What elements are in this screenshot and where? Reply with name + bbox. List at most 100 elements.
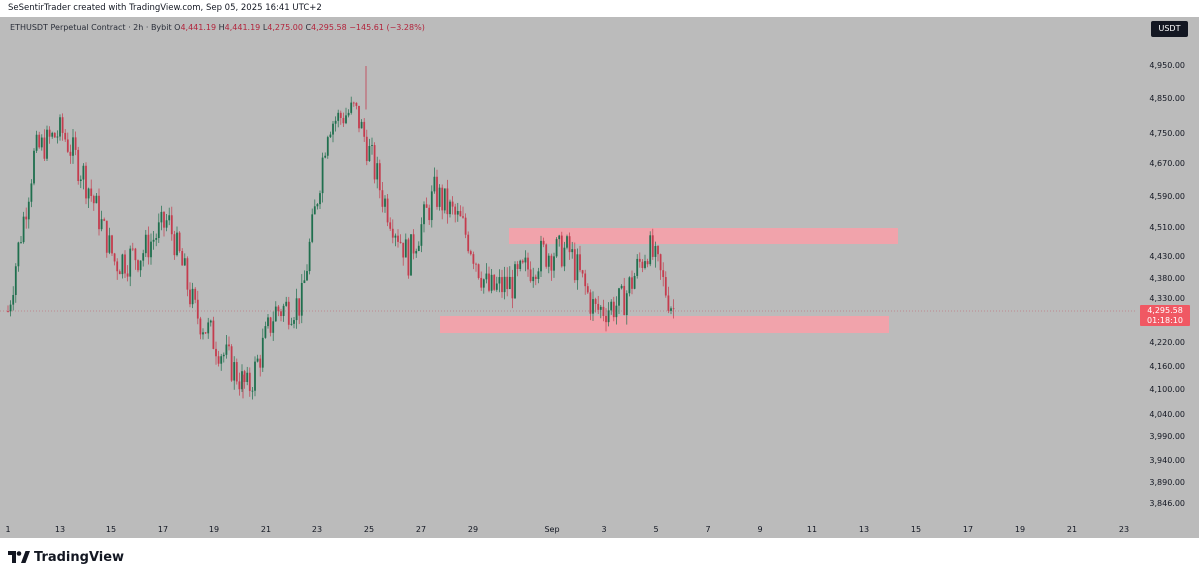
candle-body <box>295 298 298 321</box>
candle-body <box>404 239 407 258</box>
candle-body <box>462 216 464 218</box>
currency-button[interactable]: USDT <box>1151 21 1188 37</box>
candle-body <box>620 285 623 289</box>
candle-body <box>108 235 111 253</box>
candle-body <box>436 176 438 207</box>
candle-body <box>397 235 399 242</box>
candle-body <box>61 117 64 133</box>
candle-body <box>152 239 155 242</box>
candle-body <box>173 234 176 256</box>
candle-body <box>365 136 368 162</box>
candle-body <box>667 295 670 311</box>
candle-body <box>423 204 425 225</box>
candle-body <box>25 216 28 220</box>
resistance-zone[interactable] <box>509 228 898 244</box>
candle-body <box>176 232 178 256</box>
candle-body <box>368 145 371 162</box>
high-label: H <box>218 23 225 32</box>
close-label: C <box>305 23 312 32</box>
candle-body <box>290 323 293 325</box>
candle-body <box>384 198 386 207</box>
symbol-legend[interactable]: ETHUSDT Perpetual Contract · 2h · Bybit … <box>10 23 425 32</box>
candle-body <box>17 242 20 267</box>
candle-body <box>215 348 217 357</box>
candle-body <box>529 269 532 282</box>
open-value: 4,441.19 <box>180 23 217 32</box>
time-tick-label: 21 <box>1066 525 1078 534</box>
candle-body <box>111 235 113 254</box>
candle-body <box>66 139 69 152</box>
candle-body <box>79 179 82 181</box>
candle-body <box>550 255 553 271</box>
candle-body <box>540 240 542 272</box>
candle-body <box>477 264 480 278</box>
candle-body <box>631 277 633 289</box>
candle-body <box>334 120 337 124</box>
candle-body <box>311 214 314 242</box>
candle-body <box>137 260 139 271</box>
candle-body <box>46 129 48 159</box>
candle-body <box>482 279 485 288</box>
candle-body <box>597 303 600 310</box>
candle-body <box>615 305 618 318</box>
candle-body <box>98 195 100 230</box>
candle-body <box>472 254 475 264</box>
candlestick-chart[interactable] <box>0 17 1199 538</box>
candle-body <box>594 299 597 304</box>
chart-plot-area[interactable] <box>0 17 1199 538</box>
candle-body <box>446 188 449 215</box>
candle-body <box>516 264 519 269</box>
candle-body <box>607 310 610 323</box>
candle-body <box>308 241 311 272</box>
time-tick-label: 9 <box>757 525 763 534</box>
candle-body <box>324 155 327 158</box>
candle-body <box>27 201 30 220</box>
candle-body <box>56 136 59 138</box>
candle-body <box>303 280 306 283</box>
candle-body <box>519 260 522 269</box>
candle-body <box>514 264 516 299</box>
candle-body <box>43 137 46 159</box>
candle-body <box>194 288 197 300</box>
candle-body <box>464 217 467 235</box>
candle-body <box>7 311 9 312</box>
last-price-value: 4,295.58 <box>1147 306 1183 315</box>
candle-body <box>659 254 662 271</box>
candle-body <box>225 344 228 355</box>
candle-body <box>467 234 470 252</box>
candle-body <box>168 215 171 221</box>
candle-body <box>181 250 184 266</box>
candle-body <box>592 299 594 314</box>
candle-body <box>155 238 158 240</box>
candle-body <box>501 277 503 293</box>
time-tick-label: 13 <box>54 525 66 534</box>
tradingview-brand[interactable]: TradingView <box>8 548 124 566</box>
candle-body <box>581 270 584 274</box>
candle-body <box>371 145 373 146</box>
low-label: L <box>262 23 268 32</box>
support-zone[interactable] <box>440 316 889 333</box>
candle-body <box>199 318 202 335</box>
time-tick-label: 15 <box>910 525 922 534</box>
candle-body <box>563 247 566 267</box>
candle-body <box>350 102 353 113</box>
candle-body <box>576 254 579 281</box>
candle-body <box>415 250 418 254</box>
candle-body <box>545 244 548 267</box>
candle-body <box>293 320 295 324</box>
candle-body <box>511 276 514 299</box>
candle-body <box>259 358 262 368</box>
time-tick-label: 11 <box>806 525 818 534</box>
candle-body <box>610 301 613 311</box>
chart-credit: SeSentirTrader created with TradingView.… <box>8 3 322 13</box>
candle-body <box>389 222 392 229</box>
candle-body <box>85 165 87 199</box>
price-tick-label: 3,940.00 <box>1149 456 1185 465</box>
candle-body <box>425 204 428 208</box>
candle-body <box>243 371 246 382</box>
candle-body <box>35 134 38 151</box>
candle-body <box>480 277 483 288</box>
time-tick-label: 5 <box>653 525 659 534</box>
price-tick-label: 4,380.00 <box>1149 274 1185 283</box>
candle-body <box>178 232 181 251</box>
